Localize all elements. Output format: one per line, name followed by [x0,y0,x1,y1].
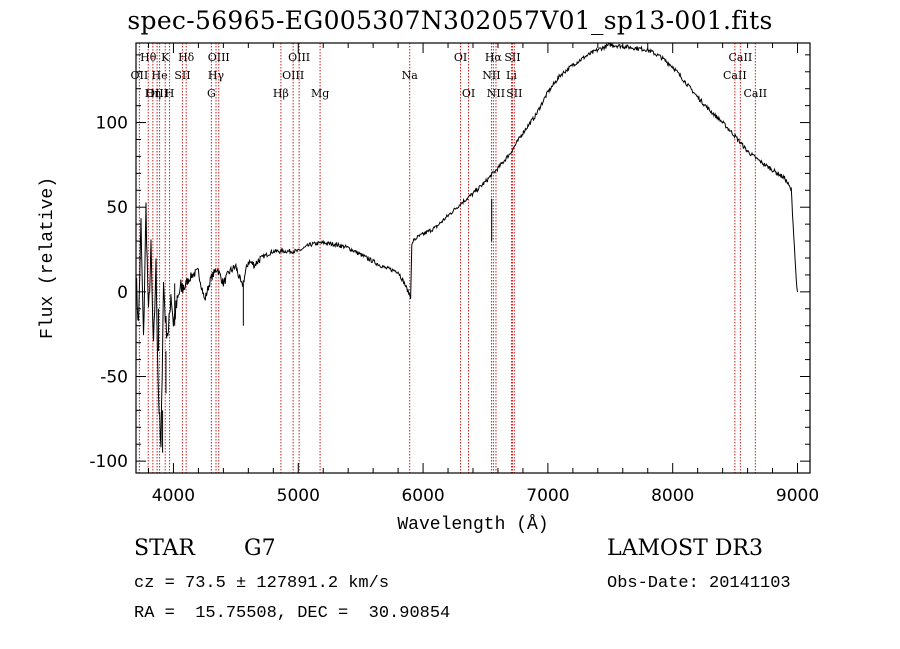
line-label-20: NII [482,69,500,82]
line-label-14: OIII [282,69,304,82]
line-label-16: Na [402,69,419,82]
x-tick-label: 4000 [152,486,195,506]
y-tick-label: 0 [117,283,128,303]
y-tick-label: 100 [96,114,128,134]
line-label-4: K [161,51,170,64]
y-tick-label: 50 [106,198,128,218]
chart-title: spec-56965-EG005307N302057V01_sp13-001.f… [127,6,773,35]
x-tick-label: 8000 [651,486,694,506]
line-label-21: NII [487,87,505,100]
line-label-19: Hα [485,51,503,64]
line-label-17: OI [454,51,467,64]
line-label-23: Li [506,69,517,82]
y-axis-label: Flux (relative) [38,177,58,339]
line-label-13: OIII [288,51,310,64]
line-label-18: OI [462,87,475,100]
line-label-6: H [165,87,175,100]
x-tick-label: 9000 [776,486,819,506]
line-label-5: He [152,69,168,82]
line-label-25: CaII [729,51,753,64]
y-tick-label: -50 [100,368,128,388]
line-label-27: CaII [743,87,767,100]
spectrum-line [135,41,798,448]
line-label-24: SII [506,87,522,100]
line-label-15: Mg [311,87,329,100]
line-label-0: Hθ [140,51,157,64]
line-label-3: Hη [145,87,161,100]
object-subclass: G7 [244,536,276,561]
line-label-8: SII [174,69,190,82]
x-tick-label: 6000 [401,486,444,506]
x-tick-label: 7000 [526,486,569,506]
line-label-2: OIII [146,87,168,100]
redshift-velocity: cz = 73.5 ± 127891.2 km/s [134,574,390,593]
observation-date: Obs-Date: 20141103 [607,574,791,593]
line-label-22: SII [504,51,520,64]
object-class: STAR [134,536,195,561]
coordinates: RA = 15.75508, DEC = 30.90854 [134,604,451,623]
line-label-1: OII [131,69,149,82]
line-label-26: CaII [723,69,747,82]
x-axis-label: Wavelength (Å) [397,514,548,535]
line-label-12: Hβ [273,87,289,100]
line-label-7: Hδ [178,51,195,64]
x-tick-label: 5000 [277,486,320,506]
survey-name: LAMOST DR3 [607,536,763,561]
line-label-10: Hγ [208,69,225,82]
y-tick-label: -100 [89,452,128,472]
line-label-9: OIII [208,51,230,64]
line-label-11: G [207,87,216,100]
